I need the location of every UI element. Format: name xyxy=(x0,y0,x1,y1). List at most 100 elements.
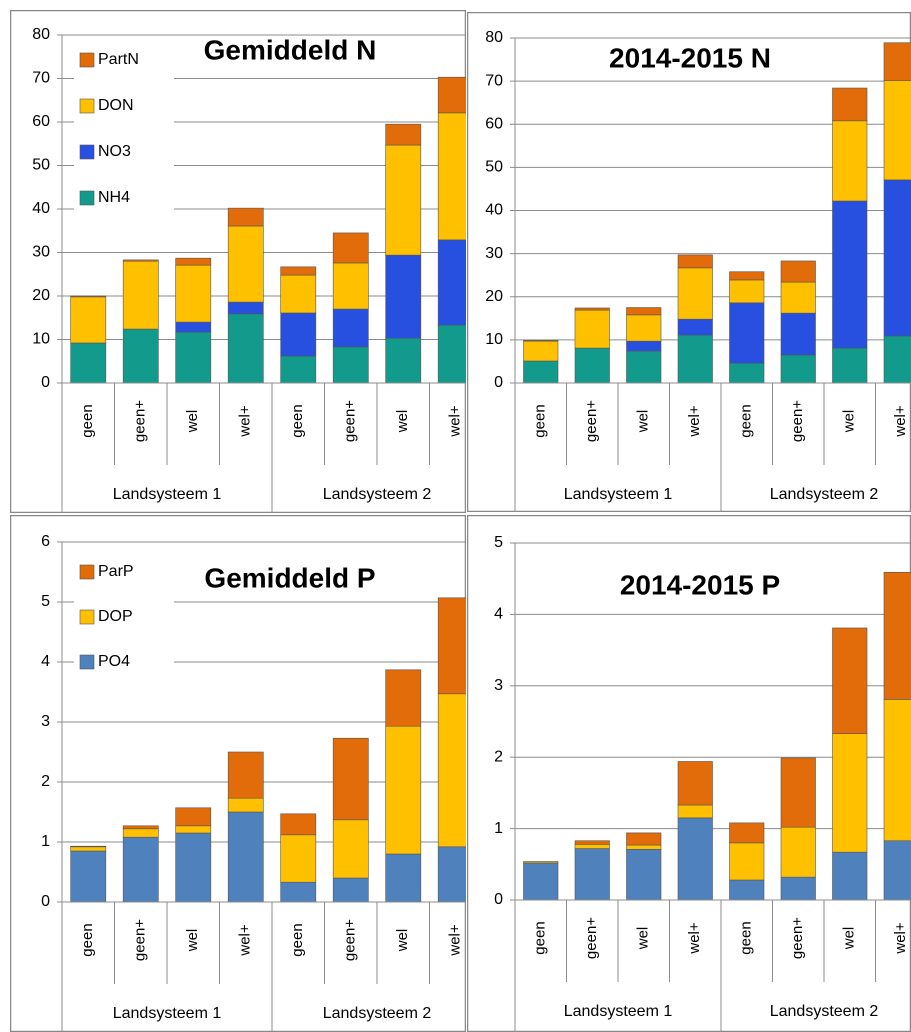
bar-segment xyxy=(175,321,212,333)
bar-segment xyxy=(122,259,159,262)
bar-segment xyxy=(332,232,369,264)
bar-segment xyxy=(832,733,868,853)
x-tick-label: geen+ xyxy=(132,919,149,961)
bar-segment xyxy=(280,813,317,836)
bar-segment xyxy=(574,840,610,845)
x-tick-label: geen xyxy=(289,923,306,956)
bar-segment xyxy=(832,851,868,901)
group-label: Landsysteem 1 xyxy=(113,1005,222,1022)
bar-segment xyxy=(437,846,466,903)
legend-label: DOP xyxy=(98,608,133,625)
bar-segment xyxy=(122,825,159,830)
legend-label: DON xyxy=(98,97,134,114)
x-tick-label: geen+ xyxy=(342,919,359,961)
chart-title: Gemiddeld N xyxy=(204,34,377,65)
bar-segment xyxy=(729,362,765,384)
bar-segment xyxy=(280,881,317,903)
y-tick-label: 4 xyxy=(494,606,503,623)
bar-segment xyxy=(280,274,317,314)
y-tick-label: 2 xyxy=(41,773,50,790)
legend-label: PartN xyxy=(98,51,139,68)
bar-segment xyxy=(626,314,662,342)
legend-swatch xyxy=(79,190,95,206)
y-tick-label: 2 xyxy=(494,748,503,765)
bar-segment xyxy=(729,271,765,281)
x-tick-label: geen xyxy=(532,404,549,437)
x-tick-label: geen+ xyxy=(789,400,806,442)
bar-segment xyxy=(122,328,159,384)
bar-segment xyxy=(574,844,610,849)
bar-segment xyxy=(385,254,422,339)
y-tick-label: 3 xyxy=(494,677,503,694)
bar-segment xyxy=(677,334,713,384)
bar-segment xyxy=(729,842,765,881)
y-tick-label: 50 xyxy=(485,159,503,176)
bar-segment xyxy=(729,302,765,364)
x-tick-label: wel+ xyxy=(237,405,254,438)
legend-label: ParP xyxy=(98,563,134,580)
y-tick-label: 70 xyxy=(485,72,503,89)
bar-segment xyxy=(332,262,369,310)
y-tick-label: 10 xyxy=(32,331,50,348)
bar-segment xyxy=(385,669,422,727)
bar-segment xyxy=(626,350,662,384)
bar-segment xyxy=(523,861,559,864)
bar-segment xyxy=(780,757,816,828)
bar-segment xyxy=(626,849,662,901)
bar-segment xyxy=(227,313,264,384)
x-tick-label: wel xyxy=(394,410,411,434)
bar-segment xyxy=(780,312,816,356)
bar-segment xyxy=(677,254,713,269)
chart-title: 2014-2015 N xyxy=(609,42,771,73)
bar-segment xyxy=(626,340,662,352)
legend-swatch xyxy=(79,654,95,670)
bar-segment xyxy=(626,844,662,850)
bar-segment xyxy=(677,817,713,901)
y-tick-label: 0 xyxy=(494,891,503,908)
bar-segment xyxy=(832,347,868,384)
y-tick-label: 40 xyxy=(485,202,503,219)
y-tick-label: 5 xyxy=(494,534,503,551)
bar-segment xyxy=(677,761,713,806)
bar-segment xyxy=(729,822,765,844)
x-tick-label: wel+ xyxy=(892,405,909,438)
group-label: Landsysteem 1 xyxy=(564,486,673,503)
x-tick-label: wel+ xyxy=(447,924,464,957)
y-tick-label: 4 xyxy=(41,653,50,670)
bar-segment xyxy=(227,225,264,303)
bar-segment xyxy=(385,123,422,146)
x-tick-label: wel xyxy=(394,929,411,953)
x-tick-label: wel+ xyxy=(686,922,703,955)
bar-segment xyxy=(280,834,317,883)
bar-segment xyxy=(70,845,107,848)
chart-title: Gemiddeld P xyxy=(204,562,375,593)
bar-segment xyxy=(70,295,107,298)
bar-segment xyxy=(122,828,159,838)
y-tick-label: 1 xyxy=(41,833,50,850)
bar-segment xyxy=(523,340,559,342)
bar-segment xyxy=(227,811,264,903)
y-tick-label: 80 xyxy=(485,29,503,46)
bar-segment xyxy=(175,257,212,266)
bar-segment xyxy=(832,627,868,734)
bar-segment xyxy=(385,725,422,855)
x-tick-label: wel xyxy=(635,410,652,434)
bar-segment xyxy=(626,832,662,846)
bar-segment xyxy=(780,354,816,384)
bar-segment xyxy=(883,80,911,181)
bar-segment xyxy=(574,347,610,384)
bar-segment xyxy=(523,360,559,384)
x-tick-label: wel xyxy=(841,410,858,434)
x-tick-label: wel+ xyxy=(447,405,464,438)
bar-segment xyxy=(437,597,466,695)
y-tick-label: 80 xyxy=(32,26,50,43)
legend-label: PO4 xyxy=(98,653,130,670)
group-label: Landsysteem 1 xyxy=(564,1003,673,1020)
legend-swatch xyxy=(79,609,95,625)
x-tick-label: geen+ xyxy=(132,400,149,442)
y-tick-label: 60 xyxy=(485,115,503,132)
x-tick-label: wel xyxy=(841,927,858,951)
y-tick-label: 20 xyxy=(485,288,503,305)
bar-segment xyxy=(437,693,466,848)
